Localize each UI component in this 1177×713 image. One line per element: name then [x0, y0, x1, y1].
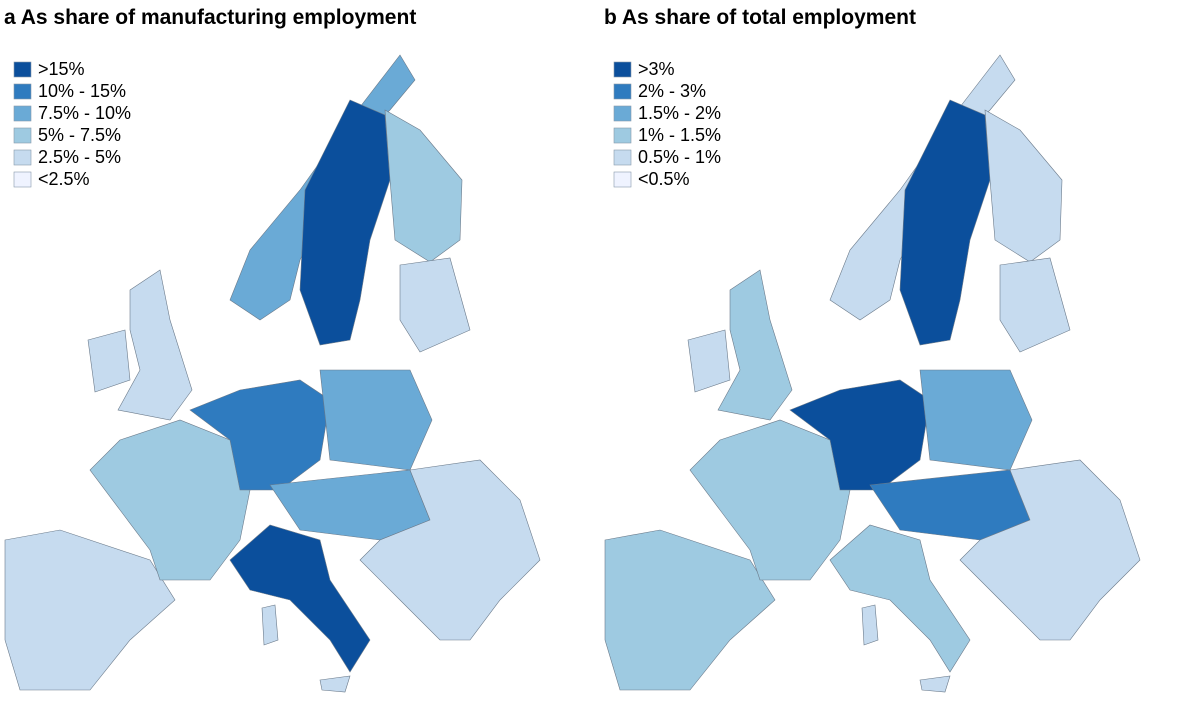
- region: [984, 109, 1063, 263]
- legend-label: 7.5% - 10%: [38, 103, 131, 123]
- region: [829, 524, 971, 673]
- legend-swatch: [613, 105, 632, 122]
- region: [789, 379, 931, 491]
- region: [299, 99, 391, 346]
- region: [229, 524, 371, 673]
- legend-swatch: [613, 127, 632, 144]
- region: [899, 99, 991, 346]
- region: [689, 419, 851, 581]
- legend-label: 0.5% - 1%: [638, 147, 721, 167]
- region: [359, 459, 541, 641]
- legend-swatch: [13, 149, 32, 166]
- legend-label: 2.5% - 5%: [38, 147, 121, 167]
- region: [604, 529, 776, 691]
- panel-title: b As share of total employment: [604, 6, 916, 29]
- region: [959, 459, 1141, 641]
- map: [4, 54, 541, 693]
- region: [687, 329, 731, 393]
- region: [87, 329, 131, 393]
- region: [861, 604, 879, 646]
- legend-swatch: [13, 105, 32, 122]
- legend-label: 1.5% - 2%: [638, 103, 721, 123]
- region: [4, 529, 176, 691]
- legend-swatch: [613, 149, 632, 166]
- legend-swatch: [13, 127, 32, 144]
- legend-label: 2% - 3%: [638, 81, 706, 101]
- region: [117, 269, 193, 421]
- legend-swatch: [613, 83, 632, 100]
- region: [384, 109, 463, 263]
- panel-title: a As share of manufacturing employment: [4, 6, 416, 29]
- region: [319, 675, 351, 693]
- region: [189, 379, 331, 491]
- legend-label: <0.5%: [638, 169, 690, 189]
- map-panel: b As share of total employment >3%2% - 3%…: [604, 6, 1141, 693]
- legend-swatch: [613, 61, 632, 78]
- region: [399, 257, 471, 353]
- legend-swatch: [13, 61, 32, 78]
- legend-swatch: [613, 171, 632, 188]
- legend-label: >15%: [38, 59, 85, 79]
- legend-label: >3%: [638, 59, 675, 79]
- region: [717, 269, 793, 421]
- region: [89, 419, 251, 581]
- legend-swatch: [13, 171, 32, 188]
- region: [319, 369, 433, 471]
- region: [999, 257, 1071, 353]
- region: [261, 604, 279, 646]
- legend-swatch: [13, 83, 32, 100]
- legend-label: 5% - 7.5%: [38, 125, 121, 145]
- map-panel: a As share of manufacturing employment >1…: [4, 6, 541, 693]
- region: [919, 369, 1033, 471]
- legend-label: <2.5%: [38, 169, 90, 189]
- region: [919, 675, 951, 693]
- legend-label: 1% - 1.5%: [638, 125, 721, 145]
- legend-label: 10% - 15%: [38, 81, 126, 101]
- map: [604, 54, 1141, 693]
